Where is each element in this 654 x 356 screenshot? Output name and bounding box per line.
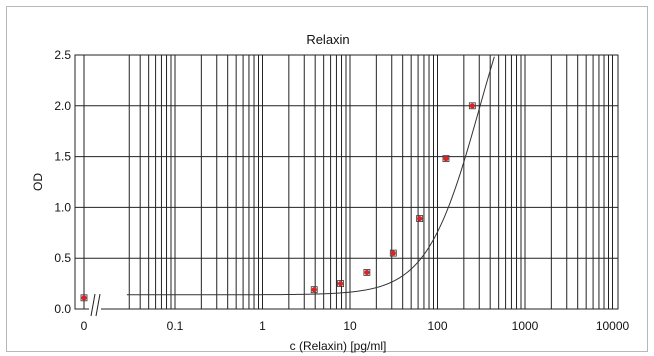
- data-point-box: [310, 286, 318, 294]
- y-tick-label: 0.5: [54, 251, 71, 265]
- data-point: [417, 215, 423, 222]
- axis-break-mark: [90, 293, 96, 317]
- data-point-box: [80, 294, 88, 302]
- data-point: [311, 287, 317, 293]
- x-tick-label: 0.1: [167, 319, 184, 333]
- x-tick-label: 10: [343, 319, 357, 333]
- axis-break-mark: [95, 293, 101, 317]
- data-point-box: [389, 249, 397, 257]
- x-tick-labels: 0 0.1 1 10 100 1000 10000: [81, 319, 630, 333]
- y-tick-labels: 0.0 0.5 1.0 1.5 2.0 2.5: [54, 48, 71, 316]
- data-point-box: [337, 280, 344, 288]
- x-tick-label: 0: [81, 319, 88, 333]
- axis-break: [89, 293, 101, 317]
- data-point: [364, 269, 370, 276]
- x-tick-label: 1000: [512, 319, 539, 333]
- plot-border: [74, 54, 619, 310]
- data-point: [390, 250, 396, 256]
- chart-frame: [6, 6, 648, 352]
- y-tick-label: 1.0: [54, 200, 71, 214]
- data-point-box: [442, 155, 450, 163]
- y-tick-label: 0.0: [54, 302, 71, 316]
- y-tick-label: 1.5: [54, 150, 71, 164]
- data-point: [443, 156, 449, 162]
- data-point: [337, 281, 344, 287]
- x-tick-label: 10000: [596, 319, 630, 333]
- y-axis-title: OD: [31, 173, 45, 191]
- x-axis-title: c (Relaxin) [pg/ml]: [290, 339, 387, 353]
- data-point: [81, 295, 87, 301]
- curve-layer: [126, 56, 495, 296]
- x-tick-label: 100: [427, 319, 447, 333]
- chart-title: Relaxin: [306, 32, 349, 47]
- y-tick-label: 2.0: [54, 99, 71, 113]
- y-tick-label: 2.5: [54, 48, 71, 62]
- data-point-box: [416, 215, 424, 222]
- data-point: [469, 103, 475, 109]
- fit-curve: [126, 56, 495, 296]
- points-layer: [80, 102, 476, 302]
- grid: [74, 54, 619, 310]
- data-point-box: [363, 269, 371, 276]
- data-point-box: [468, 102, 476, 110]
- x-tick-label: 1: [259, 319, 266, 333]
